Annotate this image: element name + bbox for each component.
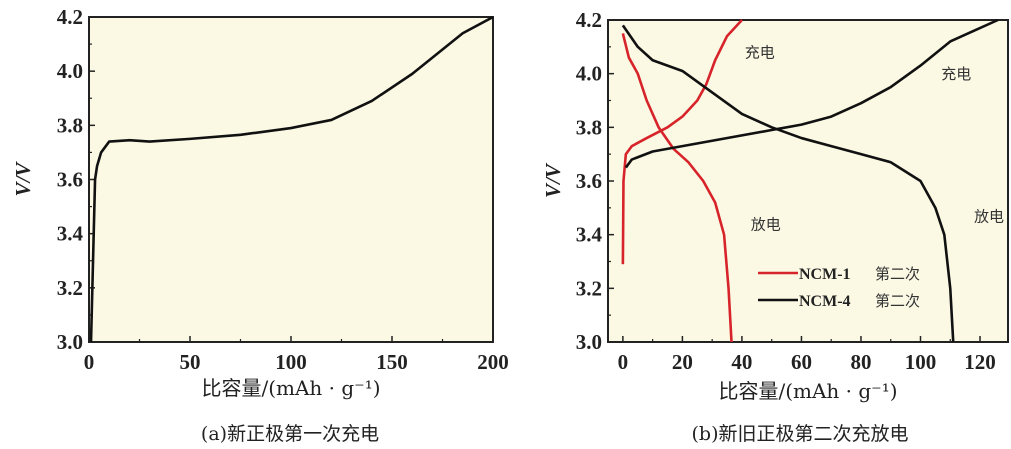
figure-caption: (a)新正极第一次充电 xyxy=(201,423,379,445)
x-tick-label: 0 xyxy=(84,350,95,374)
legend-suffix: 第二次 xyxy=(875,292,920,310)
y-tick-label: 4.0 xyxy=(57,59,83,83)
chart-b: 3.03.23.43.63.84.04.20 20 40 60 80 100 120充电充电… xyxy=(541,8,1009,445)
x-tick-label: 200 xyxy=(477,350,509,374)
series-line-ncm-4-charge xyxy=(624,18,999,169)
y-tick-label: 3.2 xyxy=(57,276,83,300)
legend-label: NCM-1 xyxy=(799,266,851,283)
x-tick-label: 0 xyxy=(618,350,629,374)
x-tick-label: 40 xyxy=(731,350,752,374)
y-tick-label: 3.0 xyxy=(57,330,83,354)
annotation-label: 放电 xyxy=(974,207,1004,225)
x-tick-label: 50 xyxy=(180,350,201,374)
x-tick-label: 80 xyxy=(850,350,871,374)
plot-area xyxy=(607,19,1009,343)
y-tick-label: 3.4 xyxy=(576,223,603,247)
annotation-label: 放电 xyxy=(751,215,781,233)
y-tick-label: 3.6 xyxy=(576,169,602,193)
x-tick-label: 100 xyxy=(905,350,937,374)
y-tick-label: 4.2 xyxy=(576,8,602,32)
x-axis-label: 比容量/(mAh · g⁻¹) xyxy=(718,379,897,403)
y-tick-label: 4.0 xyxy=(576,62,602,86)
x-tick-label: 20 xyxy=(672,350,693,374)
series-line-ncm-1-charge xyxy=(621,19,743,265)
plot-area xyxy=(88,16,494,343)
series-line-charge xyxy=(89,15,493,342)
y-tick-label: 3.0 xyxy=(576,330,602,354)
x-tick-label: 60 xyxy=(791,350,812,374)
y-tick-label: 3.8 xyxy=(576,115,602,139)
y-axis-label: V/V xyxy=(541,162,565,198)
y-tick-label: 3.4 xyxy=(57,222,84,246)
x-tick-label: 120 xyxy=(964,350,996,374)
x-tick-label: 150 xyxy=(376,350,408,374)
legend-label: NCM-4 xyxy=(799,293,851,310)
y-tick-label: 3.2 xyxy=(576,276,602,300)
y-tick-label: 3.6 xyxy=(57,168,83,192)
y-tick-label: 4.2 xyxy=(57,5,83,29)
x-axis-label: 比容量/(mAh · g⁻¹) xyxy=(201,376,380,400)
x-tick-label: 100 xyxy=(275,350,307,374)
y-axis-label: V/V xyxy=(11,161,35,197)
series-line-ncm-1-discharge xyxy=(621,33,733,342)
chart-a: 3.0 3.2 3.4 3.6 3.8 4.0 4.2 0 50 100 150 200 V/V 比容量/… xyxy=(11,5,509,445)
annotation-label: 充电 xyxy=(745,44,775,62)
annotation-label: 充电 xyxy=(941,65,971,83)
legend-suffix: 第二次 xyxy=(875,265,920,283)
series-line-ncm-4-discharge xyxy=(621,24,955,342)
y-tick-label: 3.8 xyxy=(57,113,83,137)
figure-caption: (b)新旧正极第二次充放电 xyxy=(692,423,909,445)
